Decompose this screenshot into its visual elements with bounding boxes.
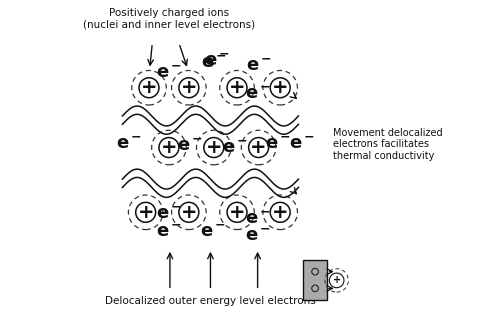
Text: Positively charged ions
(nuclei and inner level electrons): Positively charged ions (nuclei and inne… (83, 8, 255, 30)
Text: +: + (272, 78, 288, 97)
Text: $\mathbf{e^-}$: $\mathbf{e^-}$ (156, 64, 182, 82)
Circle shape (139, 78, 159, 98)
Circle shape (136, 202, 156, 222)
Text: $\mathbf{e^-}$: $\mathbf{e^-}$ (244, 85, 271, 103)
Text: $\mathbf{e^-}$: $\mathbf{e^-}$ (116, 135, 142, 153)
Circle shape (159, 138, 179, 158)
Circle shape (329, 273, 344, 288)
Text: $\mathbf{e^-}$: $\mathbf{e^-}$ (156, 223, 182, 241)
Text: +: + (161, 138, 177, 157)
Circle shape (204, 138, 224, 158)
Circle shape (270, 78, 290, 98)
Circle shape (270, 202, 290, 222)
Text: +: + (250, 138, 267, 157)
Bar (303, 261, 327, 300)
Text: +: + (206, 138, 222, 157)
Text: +: + (229, 203, 245, 222)
Text: $\mathbf{e^-}$: $\mathbf{e^-}$ (245, 57, 272, 75)
Text: Movement delocalized
electrons facilitates
thermal conductivity: Movement delocalized electrons facilitat… (333, 128, 443, 161)
Text: $\mathbf{e^-}$: $\mathbf{e^-}$ (244, 226, 271, 244)
Text: $\mathbf{e^-}$: $\mathbf{e^-}$ (200, 223, 226, 241)
Text: $\mathbf{e^-}$: $\mathbf{e^-}$ (266, 135, 291, 153)
Text: $\mathbf{e^-}$: $\mathbf{e^-}$ (289, 135, 315, 153)
Text: $\mathbf{e^-}$: $\mathbf{e^-}$ (222, 139, 248, 157)
Text: $\mathbf{e^-}$: $\mathbf{e^-}$ (204, 52, 230, 70)
Text: +: + (333, 275, 341, 285)
Circle shape (179, 202, 199, 222)
Circle shape (227, 202, 247, 222)
Circle shape (179, 78, 199, 98)
Text: $\mathbf{e^-}$: $\mathbf{e^-}$ (201, 54, 227, 72)
Text: $\mathbf{e^-}$: $\mathbf{e^-}$ (156, 205, 182, 223)
Circle shape (249, 138, 269, 158)
Circle shape (227, 78, 247, 98)
Text: +: + (229, 78, 245, 97)
Text: +: + (181, 78, 197, 97)
Text: $\mathbf{e^-}$: $\mathbf{e^-}$ (178, 137, 204, 155)
Text: Delocalized outer energy level electrons: Delocalized outer energy level electrons (105, 296, 316, 306)
Text: +: + (137, 203, 154, 222)
Text: $\mathbf{e^-}$: $\mathbf{e^-}$ (244, 210, 271, 228)
Text: +: + (272, 203, 288, 222)
Text: +: + (181, 203, 197, 222)
Text: +: + (141, 78, 157, 97)
